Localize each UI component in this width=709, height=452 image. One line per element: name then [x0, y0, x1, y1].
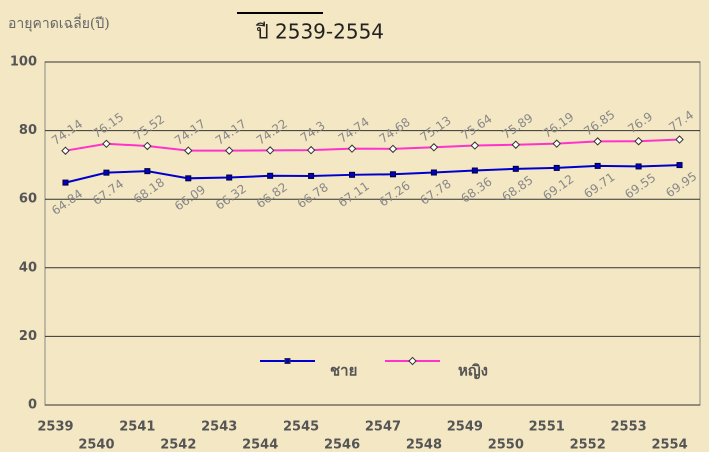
- marker: [103, 169, 110, 176]
- data-label: 74.22: [254, 116, 290, 147]
- marker: [102, 139, 111, 149]
- legend-label: หญิง: [458, 362, 488, 380]
- data-label: 69.95: [663, 169, 699, 200]
- marker: [185, 175, 192, 182]
- y-tick-label: 60: [19, 192, 37, 207]
- data-label: 67.26: [377, 178, 413, 209]
- data-label: 75.13: [418, 113, 454, 144]
- y-tick-label: 0: [28, 398, 37, 413]
- y-axis-label: อายุคาดเฉลี่ย(ปี): [8, 14, 110, 32]
- y-tick-label: 20: [19, 329, 37, 344]
- marker: [226, 174, 233, 181]
- x-tick-label: 2545: [283, 420, 319, 435]
- x-tick-label: 2553: [611, 420, 647, 435]
- x-tick-label: 2539: [37, 420, 73, 435]
- marker: [552, 139, 561, 148]
- marker: [553, 164, 560, 171]
- y-tick-label: 40: [19, 260, 37, 275]
- x-tick-label: 2543: [201, 420, 237, 435]
- y-tick-label: 80: [19, 123, 37, 138]
- data-label: 67.78: [418, 177, 454, 208]
- marker: [349, 171, 356, 178]
- series-line: [65, 138, 680, 152]
- x-tick-label: 2549: [447, 420, 483, 435]
- marker: [676, 162, 683, 169]
- marker: [388, 144, 398, 154]
- marker: [62, 179, 69, 186]
- marker: [470, 141, 480, 150]
- data-label: 67.74: [90, 177, 126, 208]
- x-tick-label: 2546: [324, 438, 360, 452]
- x-tick-label: 2547: [365, 420, 401, 435]
- x-tick-label: 2550: [488, 438, 524, 452]
- marker: [471, 167, 478, 174]
- data-label: 68.36: [458, 175, 494, 206]
- x-tick-label: 2548: [406, 438, 442, 452]
- x-tick-label: 2540: [78, 438, 114, 452]
- data-label: 74.3: [298, 118, 328, 145]
- data-label: 67.11: [336, 179, 372, 210]
- data-label: 75.64: [458, 112, 494, 143]
- legend-marker: [408, 356, 417, 366]
- marker: [634, 136, 643, 146]
- x-tick-label: 2541: [119, 420, 155, 435]
- data-label: 75.52: [131, 112, 167, 143]
- marker: [594, 162, 601, 169]
- x-tick-label: 2552: [570, 438, 606, 452]
- marker: [143, 141, 152, 151]
- data-label: 66.32: [213, 182, 249, 213]
- marker: [144, 168, 151, 175]
- data-label: 68.18: [131, 175, 167, 206]
- marker: [429, 143, 439, 152]
- data-label: 66.82: [254, 180, 290, 211]
- y-tick-label: 100: [10, 55, 37, 70]
- marker: [267, 172, 274, 179]
- data-label: 69.55: [622, 170, 658, 201]
- marker: [347, 144, 357, 153]
- marker: [265, 146, 275, 155]
- marker: [593, 137, 602, 146]
- marker: [184, 146, 193, 155]
- data-label: 69.12: [540, 172, 576, 203]
- data-label: 74.14: [49, 117, 85, 148]
- data-label: 66.78: [295, 180, 331, 211]
- x-tick-label: 2544: [242, 438, 278, 452]
- data-label: 66.09: [172, 182, 208, 213]
- data-label: 76.9: [625, 109, 655, 136]
- x-tick-label: 2542: [160, 438, 196, 452]
- marker: [224, 146, 234, 155]
- data-label: 69.71: [581, 170, 617, 201]
- marker: [306, 145, 316, 155]
- marker: [61, 146, 70, 155]
- marker: [511, 140, 521, 149]
- x-tick-label: 2551: [529, 420, 565, 435]
- chart-title: ปี 2539-2554: [256, 20, 384, 44]
- data-label: 76.85: [581, 107, 617, 138]
- series-line: [65, 164, 680, 184]
- legend-label: ชาย: [330, 362, 357, 380]
- x-tick-label: 2554: [651, 438, 687, 452]
- marker: [430, 169, 437, 176]
- marker: [512, 165, 519, 172]
- data-label: 76.15: [90, 110, 126, 141]
- data-label: 74.17: [172, 117, 208, 148]
- data-label: 64.84: [49, 187, 85, 218]
- marker: [389, 171, 396, 178]
- data-label: 74.17: [213, 117, 249, 148]
- legend-marker: [284, 358, 291, 364]
- marker: [675, 135, 684, 144]
- title-cut: [237, 0, 323, 13]
- marker: [308, 172, 315, 179]
- marker: [635, 163, 642, 170]
- data-label: 75.89: [499, 111, 535, 142]
- data-label: 76.19: [540, 110, 576, 141]
